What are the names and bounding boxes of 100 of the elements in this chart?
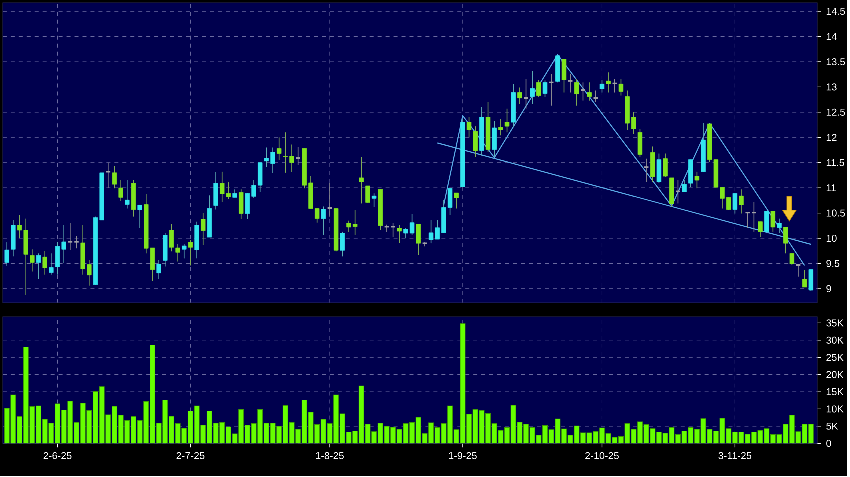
candlestick — [656, 154, 662, 184]
candlestick — [156, 260, 162, 280]
bar — [472, 410, 478, 444]
candlestick — [36, 253, 42, 280]
bar — [4, 408, 10, 444]
candlestick — [492, 120, 497, 158]
bar — [783, 424, 789, 444]
bar — [789, 415, 795, 444]
y-tick-label: 25K — [826, 354, 844, 362]
bar — [206, 411, 212, 444]
y-tick-label: 15K — [826, 388, 844, 396]
bar — [144, 402, 150, 444]
candlestick — [694, 172, 700, 190]
candlestick — [176, 244, 180, 262]
candlestick — [67, 223, 74, 251]
x-tick-label: 3-11-25 — [718, 452, 752, 460]
candlestick — [49, 253, 54, 276]
bar — [55, 404, 60, 444]
candlestick — [751, 202, 758, 233]
candlestick — [4, 242, 10, 267]
bar — [264, 423, 270, 444]
candlestick — [276, 137, 282, 161]
candlestick — [397, 225, 402, 244]
candlestick — [542, 80, 548, 98]
y-tick-label: 14.5 — [826, 8, 846, 16]
x-tick-label: 1-8-25 — [316, 452, 344, 460]
bar — [358, 386, 364, 444]
y-tick-label: 30K — [826, 337, 844, 344]
candlestick — [536, 80, 542, 98]
candlestick — [112, 166, 118, 190]
bar — [112, 406, 118, 444]
y-tick-label: 12.5 — [826, 109, 846, 116]
y-tick-label: 20K — [826, 372, 844, 379]
candlestick — [118, 180, 124, 202]
candlestick — [182, 244, 187, 260]
candlestick — [454, 192, 459, 210]
candlestick — [783, 227, 788, 254]
y-tick-label: 10.5 — [826, 210, 846, 218]
candlestick — [758, 222, 763, 238]
candlestick — [42, 250, 48, 276]
x-tick-label: 2-7-25 — [176, 452, 205, 460]
bar — [131, 416, 136, 444]
candlestick — [518, 88, 522, 105]
candlestick — [523, 78, 530, 110]
candlestick — [239, 189, 244, 220]
y-tick-label: 11.5 — [826, 160, 844, 167]
candlestick — [675, 180, 682, 204]
bar — [36, 406, 42, 444]
candlestick — [188, 240, 194, 266]
x-tick-label: 1-9-25 — [449, 452, 477, 460]
candlestick — [770, 211, 776, 233]
candlestick — [777, 218, 782, 234]
candlestick — [574, 78, 580, 106]
candlestick — [30, 249, 35, 272]
bar — [524, 424, 529, 444]
candlestick — [214, 172, 218, 210]
candlestick — [618, 78, 624, 96]
y-tick-label: 9.5 — [826, 260, 840, 268]
candlestick — [169, 224, 174, 252]
y-tick-label: 12 — [826, 134, 837, 142]
x-tick-label: 2-10-25 — [586, 452, 619, 460]
bar — [302, 400, 308, 444]
candlestick — [744, 212, 751, 230]
candlestick — [732, 193, 738, 214]
candlestick — [321, 206, 326, 236]
candlestick — [466, 116, 472, 138]
bar — [93, 392, 98, 444]
bar — [466, 414, 472, 444]
candlestick — [366, 186, 370, 204]
candlestick — [682, 180, 687, 193]
candlestick — [688, 160, 694, 188]
bar — [282, 406, 288, 444]
bar — [334, 395, 340, 444]
candlestick — [739, 189, 744, 214]
candlestick — [612, 78, 618, 94]
bar — [258, 410, 264, 444]
candlestick — [587, 82, 592, 102]
candlestick — [530, 70, 535, 105]
candlestick — [790, 253, 795, 266]
candlestick — [201, 213, 206, 246]
candlestick — [808, 270, 814, 292]
x-tick-label: 2-6-25 — [44, 452, 72, 460]
candlestick — [74, 236, 80, 250]
bar — [244, 425, 250, 444]
candlestick — [600, 80, 605, 94]
candlestick — [372, 193, 377, 208]
candlestick — [638, 128, 643, 158]
candlestick — [663, 154, 668, 178]
candlestick — [359, 157, 364, 204]
candlestick — [295, 147, 302, 166]
candlestick — [138, 205, 142, 230]
candlestick — [416, 224, 421, 256]
bar — [188, 411, 194, 444]
y-tick-label: 10K — [826, 406, 844, 413]
y-tick-label: 9 — [826, 286, 832, 293]
bar — [238, 410, 244, 444]
candlestick — [504, 108, 510, 134]
candlestick — [562, 59, 567, 94]
bar — [448, 406, 454, 444]
candlestick — [125, 180, 130, 210]
